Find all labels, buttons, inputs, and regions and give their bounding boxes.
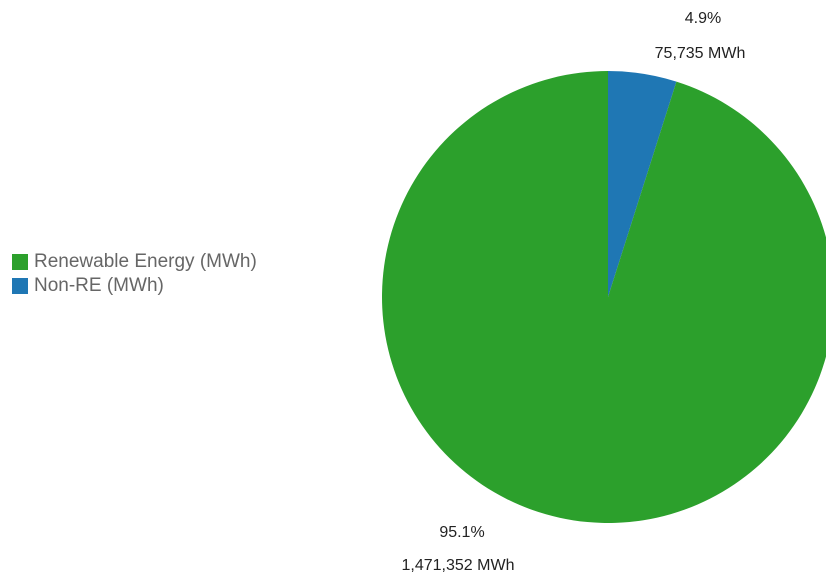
legend: Renewable Energy (MWh) Non-RE (MWh) [12,250,257,298]
slice-percent-label-non-re: 4.9% [685,10,721,27]
legend-item-renewable[interactable]: Renewable Energy (MWh) [12,250,257,274]
pie-slice-non-re[interactable] [608,71,677,297]
legend-swatch-non-re [12,278,28,294]
legend-item-non-re[interactable]: Non-RE (MWh) [12,274,257,298]
slice-percent-label-renewable: 95.1% [439,524,484,541]
pie-slices [382,71,826,523]
slice-value-label-non-re: 75,735 MWh [655,45,746,62]
legend-swatch-renewable [12,254,28,270]
legend-label-non-re: Non-RE (MWh) [34,275,164,296]
slice-value-label-renewable: 1,471,352 MWh [402,557,515,574]
pie-slice-renewable[interactable] [382,71,826,523]
legend-label-renewable: Renewable Energy (MWh) [34,251,257,272]
